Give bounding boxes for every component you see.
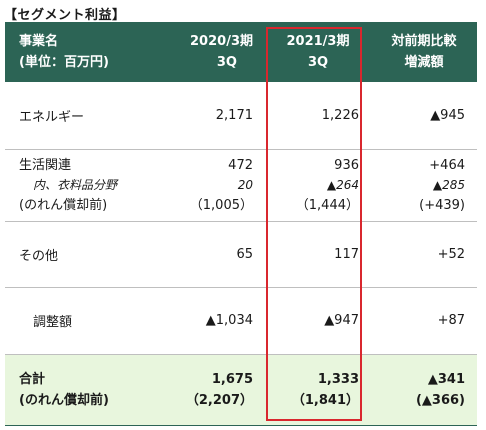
- header-yoy-change: 対前期比較 増減額: [391, 34, 457, 70]
- value-prev: 472 20 （1,005）: [141, 149, 265, 222]
- table-row-other: その他 65 117 +52: [5, 221, 477, 288]
- row-label: その他: [5, 221, 141, 288]
- sub-label-apparel: 内、衣料品分野: [33, 177, 118, 192]
- header-fy2021-3q: 2021/3期 3Q: [286, 34, 350, 70]
- value-curr: 1,226: [265, 82, 371, 150]
- value-diff: +87: [371, 287, 477, 355]
- value-diff: +464 ▲285 (+439): [371, 149, 477, 222]
- value-diff: ▲945: [371, 82, 477, 150]
- value-diff: +52: [371, 221, 477, 288]
- table-header-row: 事業名 (単位：百万円) 2020/3期 3Q 2021/3期 3Q 対前期比較…: [5, 22, 477, 82]
- value-prev: 65: [141, 221, 265, 288]
- row-label: 生活関連 内、衣料品分野 (のれん償却前): [5, 149, 141, 222]
- row-label: 合計 (のれん償却前): [5, 354, 141, 426]
- header-segment-name: 事業名 (単位：百万円): [19, 34, 109, 70]
- table-row-life: 生活関連 内、衣料品分野 (のれん償却前) 472 20 （1,005） 936…: [5, 149, 477, 222]
- value-prev: ▲1,034: [141, 287, 265, 355]
- header-fy2020-3q: 2020/3期 3Q: [190, 34, 253, 70]
- value-curr: 117: [265, 221, 371, 288]
- table-row-energy: エネルギー 2,171 1,226 ▲945: [5, 82, 477, 150]
- value-curr: 936 ▲264 （1,444）: [265, 149, 371, 222]
- row-label: エネルギー: [5, 82, 141, 150]
- value-curr: ▲947: [265, 287, 371, 355]
- segment-profit-table: 事業名 (単位：百万円) 2020/3期 3Q 2021/3期 3Q 対前期比較…: [5, 22, 477, 426]
- value-curr: 1,333 （1,841）: [265, 354, 371, 426]
- row-label: 調整額: [5, 287, 141, 355]
- table-row-total: 合計 (のれん償却前) 1,675 （2,207） 1,333 （1,841） …: [5, 354, 477, 426]
- section-title: 【セグメント利益】: [4, 8, 126, 23]
- value-diff: ▲341 (▲366): [371, 354, 477, 426]
- value-prev: 1,675 （2,207）: [141, 354, 265, 426]
- value-prev: 2,171: [141, 82, 265, 150]
- goodwill-label: (のれん償却前): [19, 197, 108, 213]
- goodwill-label: (のれん償却前): [19, 392, 109, 408]
- table-row-adjustment: 調整額 ▲1,034 ▲947 +87: [5, 287, 477, 355]
